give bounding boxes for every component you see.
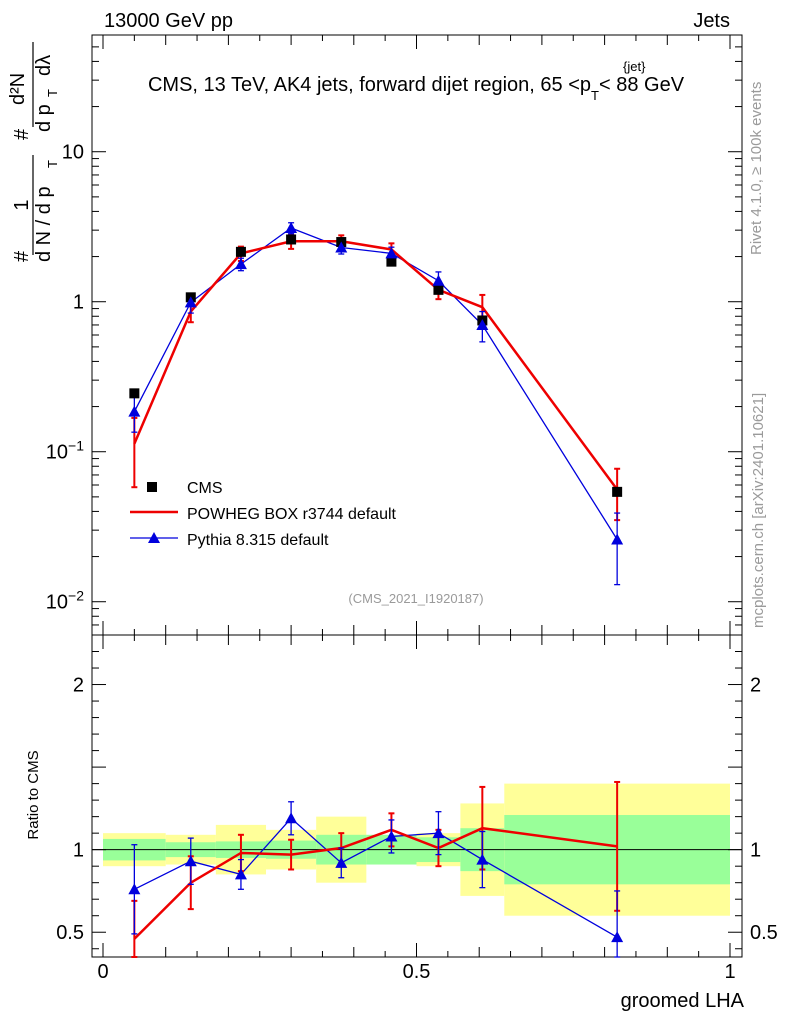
legend-powheg-label: POWHEG BOX r3744 default — [187, 506, 397, 523]
pythia-marker-8 — [611, 533, 624, 545]
main-series-layer — [128, 222, 624, 586]
legend-pythia-marker — [148, 532, 160, 543]
plot-title: CMS, 13 TeV, AK4 jets, forward dijet reg… — [148, 74, 685, 103]
mcplots-label: mcplots.cern.ch [arXiv:2401.10621] — [750, 393, 767, 628]
pythia-marker-7 — [476, 318, 489, 330]
ratio-y-tick-label-1: 1 — [73, 840, 84, 862]
x-axis-label: groomed LHA — [621, 990, 745, 1012]
pythia-ratio-marker-8 — [611, 931, 624, 943]
cms-data-point-2 — [235, 246, 246, 257]
main-y-tick-label-3: 10−2 — [46, 588, 84, 614]
main-y-axis-label: # 1 d N / d p T # d²N d p T dλ — [7, 42, 60, 262]
legend-cms-label: CMS — [187, 480, 223, 497]
header-jets-label: Jets — [693, 10, 730, 32]
main-y-tick-label-0: 10 — [62, 142, 84, 164]
legend-pythia-label: Pythia 8.315 default — [187, 532, 329, 549]
x-tick-label-1: 0.5 — [403, 961, 431, 983]
rivet-version-label: Rivet 4.1.0, ≥ 100k events — [748, 82, 765, 255]
pythia-marker-1 — [184, 296, 197, 308]
pythia-marker-3 — [285, 222, 298, 234]
title-sub: T — [591, 88, 599, 103]
ylabel-T-2: T — [45, 89, 60, 97]
ratio-y-tick-label-right-2: 2 — [750, 675, 761, 697]
cms-data-point-3 — [286, 234, 297, 245]
x-tick-label-0: 0 — [97, 961, 108, 983]
ylabel-hash-1: # — [11, 250, 33, 262]
ylabel-hash-2: # — [11, 128, 33, 140]
pythia-ratio-marker-2 — [234, 868, 247, 880]
pythia-marker-5 — [385, 247, 398, 259]
ylabel-dN: d N / d p — [33, 186, 55, 262]
ylabel-dlambda: dλ — [33, 55, 55, 76]
main-y-tick-label-2: 10−1 — [46, 438, 84, 464]
ratio-y-axis-label: Ratio to CMS — [25, 750, 42, 839]
ratio-y-tick-label-0: 0.5 — [56, 922, 84, 944]
main-y-tick-label-1: 1 — [73, 292, 84, 314]
pythia-ratio-marker-3 — [285, 812, 298, 824]
pythia-ratio-marker-5 — [385, 830, 398, 842]
cms-data-point-0 — [129, 388, 140, 399]
pythia-ratio-marker-6 — [432, 827, 445, 839]
pythia-ratio-marker-4 — [335, 856, 348, 868]
pythia-marker-4 — [335, 241, 348, 253]
x-tick-label-2: 1 — [724, 961, 735, 983]
ratio-y-tick-label-2: 2 — [73, 675, 84, 697]
title-prefix: CMS, 13 TeV, AK4 jets, forward dijet reg… — [148, 74, 591, 96]
ratio-y-tick-label-right-1: 1 — [750, 840, 761, 862]
analysis-id-label: (CMS_2021_I1920187) — [348, 591, 483, 606]
title-sup: {jet} — [623, 59, 646, 74]
pythia-ratio-marker-1 — [184, 855, 197, 867]
axes-ticks: 0 0.5 1 10 1 10−1 10−2 0.5 0.5 1 1 2 2 — [46, 34, 778, 983]
cms-data-point-8 — [612, 486, 623, 497]
pythia-marker-6 — [432, 274, 445, 286]
ylabel-one: 1 — [11, 199, 33, 210]
ylabel-d2N: d²N — [7, 73, 29, 105]
header-energy-label: 13000 GeV pp — [104, 10, 233, 32]
ratio-y-tick-label-right-0: 0.5 — [750, 922, 778, 944]
ratio-uncertainty-bands — [92, 783, 742, 916]
pythia-marker-0 — [128, 405, 141, 417]
cms-data-point-6 — [433, 284, 444, 295]
ylabel-T: T — [45, 160, 60, 168]
legend: CMS POWHEG BOX r3744 default Pythia 8.31… — [130, 480, 397, 549]
legend-cms-marker — [147, 482, 157, 492]
pythia-ratio-marker-0 — [128, 883, 141, 895]
ylabel-dpt: d p — [33, 104, 55, 132]
powheg-main-line — [133, 240, 619, 491]
pythia-ratio-marker-7 — [476, 853, 489, 865]
cms-data-point-5 — [386, 256, 397, 267]
ratio-series-layer — [128, 780, 624, 958]
title-suffix: < 88 GeV — [599, 74, 685, 96]
pythia-marker-2 — [234, 258, 247, 270]
